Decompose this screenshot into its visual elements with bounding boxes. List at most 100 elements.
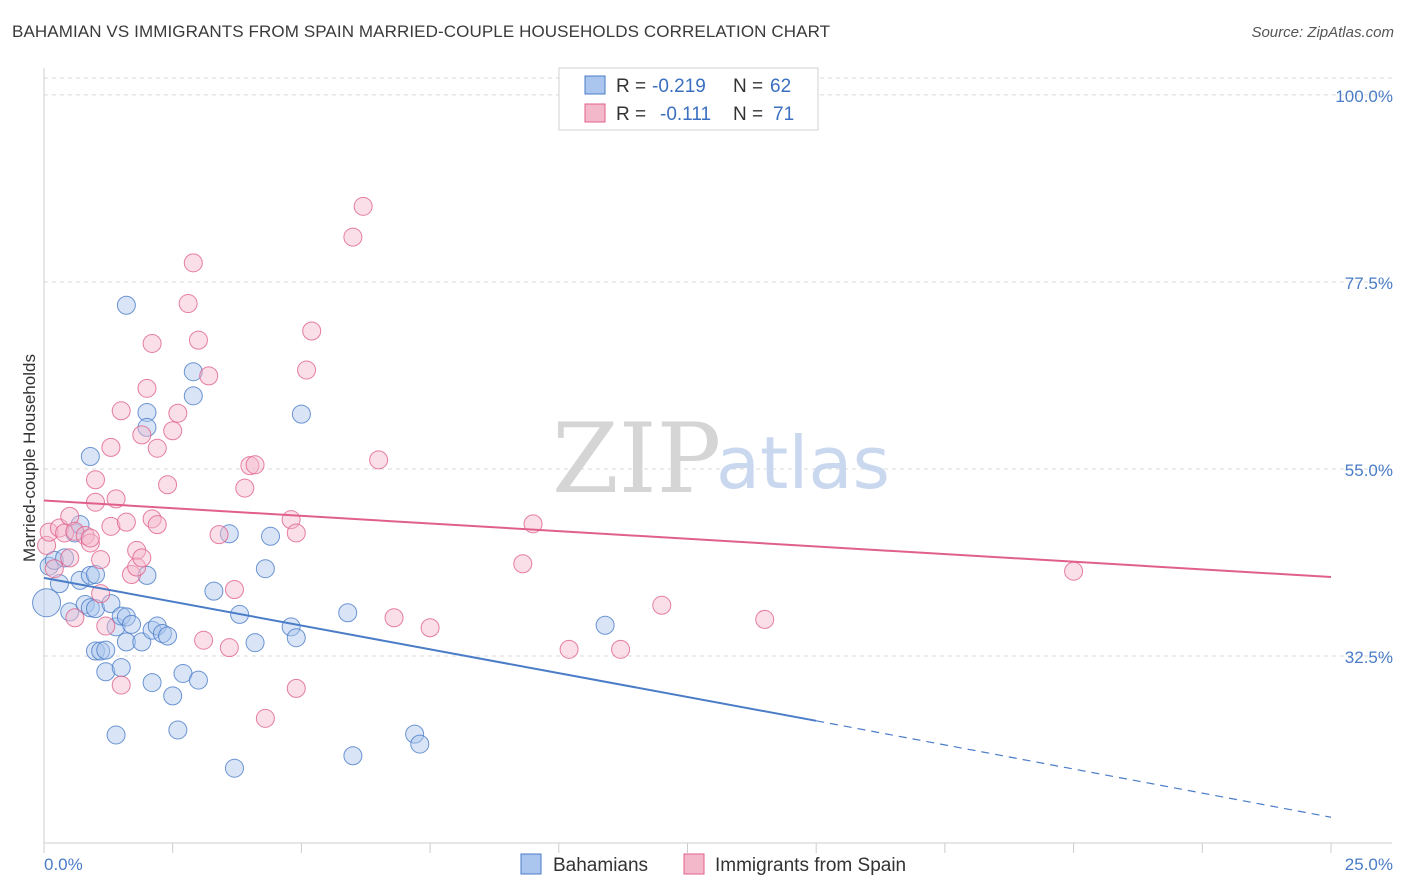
spain-point-64 [1064, 561, 1084, 581]
bahamian-point-56 [410, 734, 430, 754]
bahamian-point-41 [183, 362, 203, 382]
spain-point-1 [39, 522, 59, 542]
y-tick-label-0: 100.0% [1335, 87, 1393, 106]
bahamian-point-9 [75, 594, 95, 614]
spain-point-12 [85, 492, 105, 512]
spain-point-18 [101, 437, 121, 457]
spain-point-49 [286, 678, 306, 698]
bahamian-point-32 [142, 673, 162, 693]
bahamian-point-47 [245, 633, 265, 653]
bottom-legend: Bahamians Immigrants from Spain [520, 853, 906, 876]
spain-point-42 [219, 638, 239, 658]
bahamian-point-42 [188, 670, 208, 690]
x-tick-label-0: 0.0% [44, 855, 83, 874]
spain-point-31 [147, 515, 167, 535]
trend-lines [43, 499, 1332, 818]
y-tick-label-2: 55.0% [1345, 461, 1393, 480]
bahamian-point-53 [338, 603, 358, 623]
bahamian-point-26 [116, 632, 136, 652]
bahamian-point-29 [137, 565, 157, 585]
legend-swatch-pink [584, 103, 606, 123]
spain-point-63 [755, 609, 775, 629]
y-tick-label-1: 77.5% [1345, 274, 1393, 293]
watermark-zip: ZIP [552, 403, 721, 515]
bottom-legend-swatch-pink [683, 853, 705, 875]
axes [43, 68, 1392, 853]
spain-point-33 [158, 475, 178, 495]
bahamian-point-0 [32, 588, 62, 618]
spain-point-43 [224, 579, 244, 599]
legend-n-value-1: 62 [770, 76, 791, 97]
spain-point-17 [101, 516, 121, 536]
bahamian-point-18 [96, 640, 116, 660]
source-label: Source: ZipAtlas.com [1251, 24, 1394, 41]
bahamian-point-1 [39, 556, 59, 576]
bottom-legend-bahamians: Bahamians [553, 855, 648, 876]
spain-point-54 [353, 196, 373, 216]
bahamian-point-48 [255, 559, 275, 579]
bahamian-point-40 [183, 386, 203, 406]
bahamian-point-14 [85, 565, 105, 585]
spain-point-26 [132, 548, 152, 568]
bahamian-point-10 [80, 565, 100, 585]
y-tick-labels: 100.0% 77.5% 55.0% 32.5% [1335, 87, 1393, 667]
spain-point-34 [163, 421, 183, 441]
bahamian-point-22 [111, 606, 131, 626]
legend-n-label-1: N = [733, 76, 763, 97]
bahamian-point-12 [80, 447, 100, 466]
spain-point-20 [111, 401, 131, 421]
spain-point-40 [199, 366, 219, 386]
bahamian-point-44 [219, 524, 239, 544]
legend-n-label-2: N = [733, 104, 763, 125]
bahamian-point-38 [168, 720, 188, 740]
bahamian-point-17 [96, 662, 116, 682]
spain-point-53 [343, 227, 363, 247]
spain-point-52 [302, 321, 322, 341]
spain-point-57 [420, 618, 440, 638]
y-tick-label-3: 32.5% [1345, 648, 1393, 667]
spain-point-22 [116, 512, 136, 532]
x-tick-labels: 0.0% 25.0% [44, 855, 1393, 874]
bottom-legend-swatch-blue [520, 853, 542, 875]
bahamian-point-7 [70, 515, 90, 535]
spain-point-21 [111, 675, 131, 695]
spain-trend-line [43, 499, 1332, 579]
spain-point-32 [147, 438, 167, 458]
spain-point-13 [85, 470, 105, 490]
legend-r-value-2: -0.111 [660, 104, 711, 125]
legend-swatch-blue [584, 75, 606, 95]
bottom-legend-spain: Immigrants from Spain [715, 855, 906, 876]
bahamian-point-45 [224, 758, 244, 778]
spain-point-62 [652, 595, 672, 615]
legend-r-label-2: R = [616, 104, 646, 125]
bahamian-point-54 [343, 746, 363, 766]
spain-point-56 [384, 608, 404, 628]
bahamian-point-19 [101, 594, 121, 614]
spain-point-5 [60, 506, 80, 526]
spain-point-37 [183, 253, 203, 273]
spain-point-30 [142, 509, 162, 529]
bahamian-point-5 [60, 602, 80, 622]
y-axis-label: Married-couple Households [20, 354, 39, 562]
x-tick-label-1: 25.0% [1345, 855, 1393, 874]
spain-point-2 [44, 559, 64, 579]
bahamian-point-11 [80, 598, 100, 618]
spain-point-6 [60, 548, 80, 568]
spain-point-58 [513, 554, 533, 574]
spain-point-38 [188, 330, 208, 350]
legend-r-value-1: -0.219 [652, 76, 706, 97]
bahamian-point-13 [85, 599, 105, 619]
spain-point-47 [255, 708, 275, 728]
bahamian-trend-line-dashed [816, 720, 1332, 818]
spain-point-19 [106, 489, 126, 509]
bahamian-point-51 [286, 628, 306, 648]
bahamian-point-21 [106, 725, 126, 745]
spain-point-44 [235, 478, 255, 498]
bahamian-point-49 [261, 526, 281, 546]
bahamian-point-52 [291, 404, 311, 424]
legend-n-value-2: 71 [773, 104, 794, 125]
spain-point-36 [178, 294, 198, 314]
spain-point-11 [80, 528, 100, 548]
spain-point-39 [194, 630, 214, 650]
bahamian-point-35 [152, 624, 172, 644]
